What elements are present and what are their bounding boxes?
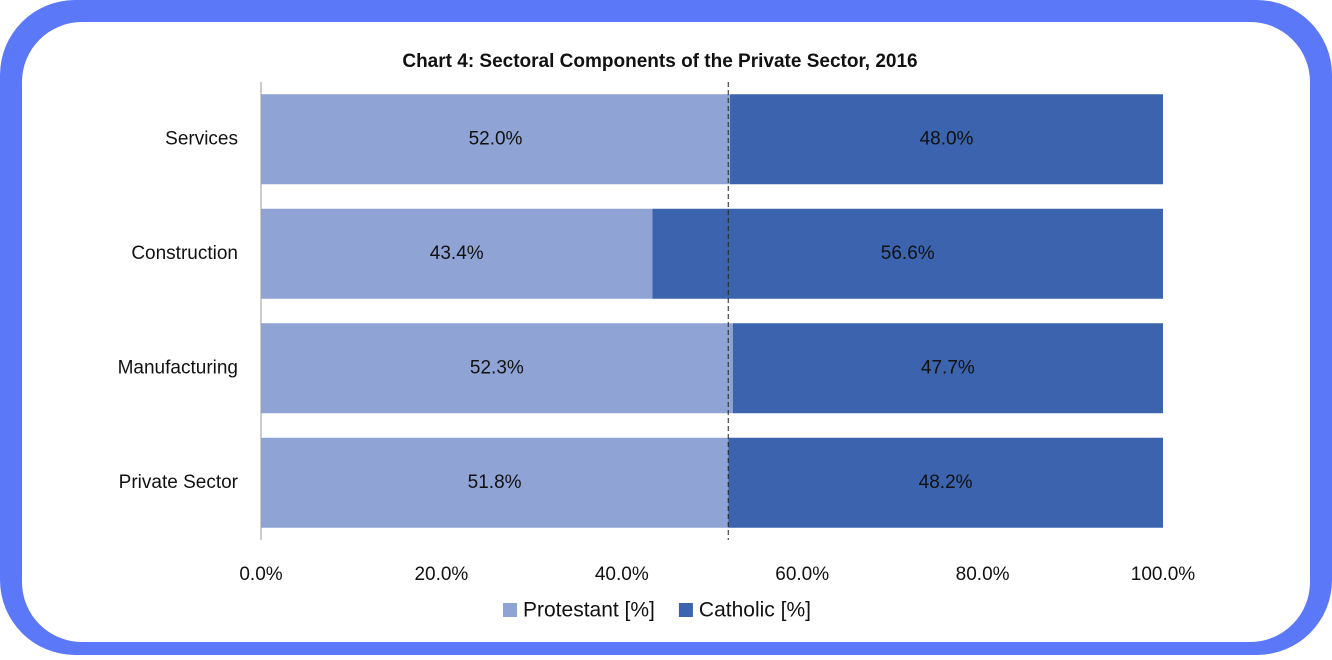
y-tick-label: Construction — [131, 243, 238, 264]
data-label: 47.7% — [921, 357, 975, 378]
data-label: 52.3% — [470, 357, 524, 378]
data-label: 48.0% — [920, 128, 974, 149]
bar-segment — [730, 94, 1163, 185]
bar-segment — [732, 323, 1163, 414]
bar-segment — [261, 94, 731, 185]
legend-swatch — [678, 603, 693, 617]
data-label: 43.4% — [430, 243, 484, 264]
bar-segment — [261, 323, 733, 414]
legend-swatch — [503, 603, 517, 617]
legend-label: Catholic [%] — [699, 599, 811, 622]
bar-segment — [652, 208, 1163, 299]
x-tick-label: 100.0% — [1131, 564, 1196, 585]
data-label: 56.6% — [881, 243, 935, 264]
chart-title: Chart 4: Sectoral Components of the Priv… — [402, 51, 917, 72]
bar-segment — [728, 437, 1163, 528]
x-tick-label: 60.0% — [775, 564, 829, 585]
x-tick-label: 80.0% — [956, 564, 1010, 585]
x-tick-label: 0.0% — [239, 564, 282, 585]
data-label: 52.0% — [469, 128, 523, 149]
data-label: 51.8% — [468, 472, 522, 493]
bar-segment — [261, 208, 653, 299]
bar-segment — [261, 437, 729, 528]
x-tick-label: 20.0% — [414, 564, 468, 585]
x-tick-label: 40.0% — [595, 564, 649, 585]
y-tick-label: Manufacturing — [118, 357, 238, 378]
data-label: 48.2% — [919, 472, 973, 493]
legend-label: Protestant [%] — [523, 599, 655, 622]
y-tick-label: Services — [165, 128, 238, 149]
y-tick-label: Private Sector — [119, 472, 239, 493]
